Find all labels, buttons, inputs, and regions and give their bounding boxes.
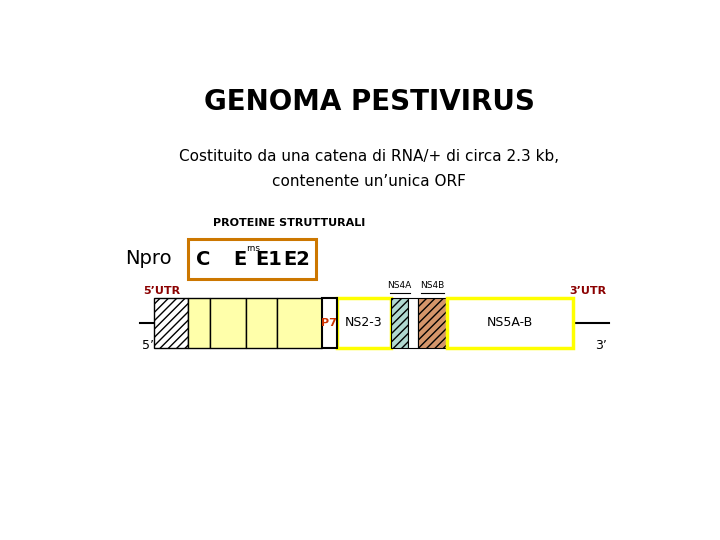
Text: C: C xyxy=(196,249,210,269)
Text: Costituito da una catena di RNA/+ di circa 2.3 kb,: Costituito da una catena di RNA/+ di cir… xyxy=(179,149,559,164)
Text: E2: E2 xyxy=(284,249,310,269)
Text: E1: E1 xyxy=(255,249,282,269)
Bar xyxy=(188,239,316,279)
Text: GENOMA PESTIVIRUS: GENOMA PESTIVIRUS xyxy=(204,88,534,116)
Text: 3’UTR: 3’UTR xyxy=(569,286,606,296)
Text: contenente un’unica ORF: contenente un’unica ORF xyxy=(272,174,466,188)
Bar xyxy=(154,298,188,348)
Text: PROTEINE STRUTTURALI: PROTEINE STRUTTURALI xyxy=(213,218,365,228)
Bar xyxy=(188,298,210,348)
Bar xyxy=(277,298,322,348)
Text: NS5A-B: NS5A-B xyxy=(487,316,533,329)
Bar xyxy=(337,298,392,348)
Bar xyxy=(408,298,418,348)
Text: NS4A: NS4A xyxy=(387,281,412,289)
Text: rns: rns xyxy=(246,244,260,253)
Text: NS2-3: NS2-3 xyxy=(345,316,383,329)
Bar xyxy=(392,298,408,348)
Bar xyxy=(246,298,277,348)
Text: 3’: 3’ xyxy=(595,339,607,352)
Text: P7: P7 xyxy=(321,318,337,328)
Bar xyxy=(447,298,572,348)
Text: NS4B: NS4B xyxy=(420,281,445,289)
Bar xyxy=(210,298,246,348)
Text: Npro: Npro xyxy=(125,248,172,268)
Bar xyxy=(322,298,337,348)
Text: 5’: 5’ xyxy=(142,339,154,352)
Bar xyxy=(418,298,447,348)
Text: 5’UTR: 5’UTR xyxy=(143,286,180,296)
Text: E: E xyxy=(233,249,247,269)
